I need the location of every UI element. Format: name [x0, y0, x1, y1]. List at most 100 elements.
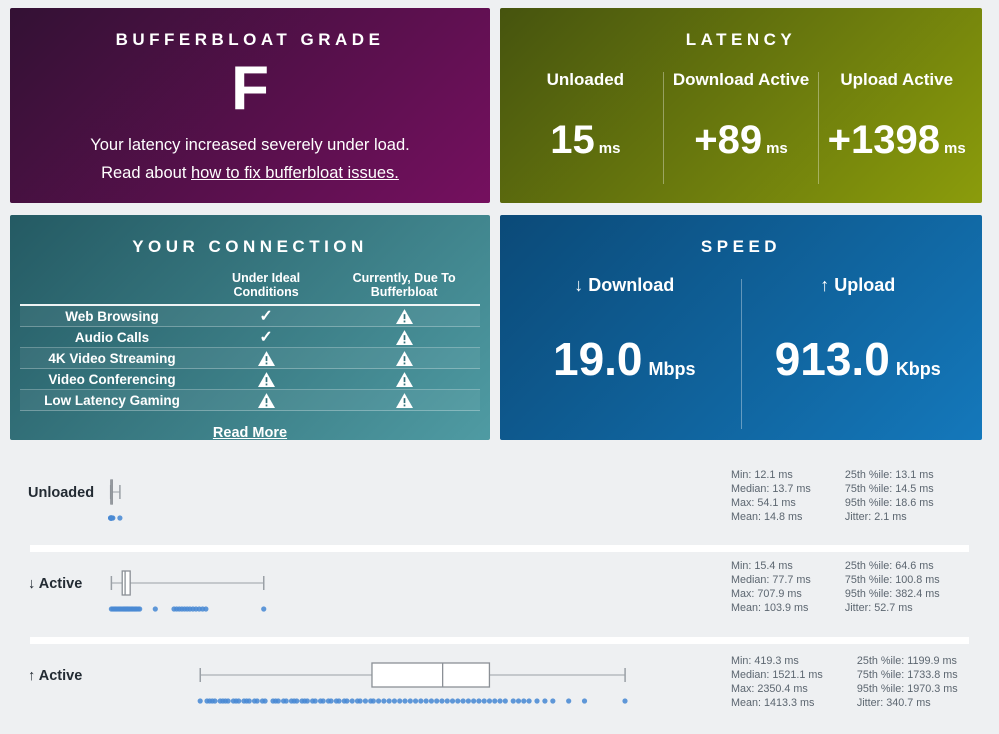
latency-download-active: Download Active +89 ms [664, 70, 819, 184]
header-spacer [20, 271, 204, 299]
boxplot-download-active [100, 563, 724, 619]
speed-download-value: 19.0 Mbps [552, 333, 696, 385]
service-label: Audio Calls [74, 329, 150, 345]
bufferbloat-grade-card: BUFFERBLOAT GRADE F Your latency increas… [10, 8, 490, 203]
row-separator [30, 637, 969, 644]
stats-block-download-active: Min: 15.4 ms Median: 77.7 ms Max: 707.9 ms… [731, 559, 940, 615]
stat-q25: 25th %ile: 64.6 ms [844, 560, 934, 572]
row-separator [30, 545, 969, 552]
connection-row: Audio Calls ✓ [20, 327, 480, 348]
distribution-row-download-active: ↓ Active Min: 15.4 ms Median: 77.7 ms Max:… [0, 552, 999, 637]
grade-letter: F [231, 54, 269, 123]
boxplot-upload-active [100, 655, 724, 711]
connection-table-header: Under Ideal Conditions Currently, Due To… [10, 271, 490, 299]
warning-icon [204, 371, 328, 387]
latency-download-value: +89 ms [694, 118, 788, 162]
stat-p95: 95th %ile: 1970.3 ms [856, 683, 958, 695]
check-icon: ✓ [259, 328, 273, 346]
warning-icon [204, 392, 328, 408]
latency-upload-unit: ms [944, 140, 966, 157]
latency-upload-value: +1398 ms [827, 118, 966, 162]
stat-q25: 25th %ile: 1199.9 ms [856, 655, 957, 667]
stat-min: Min: 15.4 ms [731, 560, 793, 572]
latency-columns: Unloaded 15 ms Download Active +89 ms Uplo… [500, 70, 982, 184]
grade-message: Your latency increased severely under lo… [90, 136, 410, 154]
stat-median: Median: 77.7 ms [731, 574, 811, 586]
stats-block-upload-active: Min: 419.3 ms Median: 1521.1 ms Max: 2350.… [731, 654, 958, 710]
service-label: Low Latency Gaming [44, 392, 180, 408]
stat-median: Median: 13.7 ms [731, 483, 811, 495]
speed-upload-value: 913.0 Kbps [774, 333, 941, 385]
distribution-label-download-active: ↓ Active [28, 576, 83, 592]
speed-divider [740, 279, 742, 429]
latency-divider [818, 72, 820, 184]
warning-icon [328, 350, 480, 366]
distribution-row-upload-active: ↑ Active Min: 419.3 ms Median: 1521.1 ms M… [0, 644, 999, 734]
connection-row: Video Conferencing [20, 369, 480, 390]
connection-row: 4K Video Streaming [20, 348, 480, 369]
grade-link-line: Read about how to fix bufferbloat issues… [10, 164, 490, 183]
warning-icon [328, 329, 480, 345]
stat-min: Min: 12.1 ms [731, 469, 793, 481]
stat-mean: Mean: 14.8 ms [731, 511, 803, 523]
connection-card: YOUR CONNECTION Under Ideal Conditions C… [10, 215, 490, 440]
stat-q75: 75th %ile: 1733.8 ms [856, 669, 958, 681]
read-more-wrap: Read More [10, 424, 490, 440]
speed-card: SPEED ↓ Download 19.0 Mbps ↑ Upload 913.0… [500, 215, 982, 440]
warning-icon [328, 392, 480, 408]
latency-unloaded: Unloaded 15 ms [508, 70, 663, 184]
stat-q25: 25th %ile: 13.1 ms [844, 469, 934, 481]
latency-upload-label: Upload Active [840, 70, 954, 89]
distribution-label-upload-active: ↑ Active [28, 668, 83, 684]
latency-card-title: LATENCY [685, 30, 797, 49]
service-label: Video Conferencing [48, 371, 176, 387]
speed-download-label: ↓ Download [574, 275, 675, 295]
stat-median: Median: 1521.1 ms [731, 669, 823, 681]
speed-upload: ↑ Upload 913.0 Kbps [742, 275, 975, 429]
warning-icon [328, 308, 480, 324]
stat-p95: 95th %ile: 18.6 ms [844, 497, 934, 509]
latency-unloaded-unit: ms [598, 140, 621, 157]
connection-table-body: Web Browsing ✓ Audio Calls ✓ 4K Video Stream… [20, 304, 480, 411]
latency-distribution-section: Unloaded Min: 12.1 ms Median: 13.7 ms Max:… [0, 440, 999, 734]
download-arrow-icon: ↓ [574, 275, 584, 295]
stat-max: Max: 707.9 ms [731, 588, 802, 600]
speed-download: ↓ Download 19.0 Mbps [508, 275, 741, 429]
latency-unloaded-label: Unloaded [546, 70, 625, 89]
header-ideal-conditions: Under Ideal Conditions [232, 271, 301, 299]
latency-unloaded-value: 15 ms [550, 118, 621, 162]
warning-icon [328, 371, 480, 387]
distribution-row-unloaded: Unloaded Min: 12.1 ms Median: 13.7 ms Max:… [0, 448, 999, 545]
stat-p95: 95th %ile: 382.4 ms [844, 588, 940, 600]
results-card-grid: BUFFERBLOAT GRADE F Your latency increas… [10, 8, 982, 440]
stat-q75: 75th %ile: 100.8 ms [844, 574, 940, 586]
grade-card-title: BUFFERBLOAT GRADE [115, 30, 385, 49]
read-more-link[interactable]: Read More [212, 425, 288, 440]
speed-upload-unit: Kbps [895, 359, 941, 379]
stat-max: Max: 2350.4 ms [731, 683, 808, 695]
upload-arrow-icon: ↑ [820, 275, 830, 295]
grade-link-prefix: Read about [101, 164, 191, 182]
stat-q75: 75th %ile: 14.5 ms [844, 483, 934, 495]
fix-bufferbloat-link[interactable]: how to fix bufferbloat issues. [191, 164, 399, 182]
latency-upload-active: Upload Active +1398 ms [819, 70, 974, 184]
latency-divider [662, 72, 664, 184]
check-icon: ✓ [259, 307, 273, 325]
latency-card: LATENCY Unloaded 15 ms Download Active +8… [500, 8, 982, 203]
latency-download-label: Download Active [672, 70, 810, 89]
service-label: Web Browsing [65, 308, 159, 324]
stat-jitter: Jitter: 2.1 ms [844, 511, 907, 523]
stat-jitter: Jitter: 340.7 ms [856, 697, 931, 709]
speed-download-unit: Mbps [648, 359, 696, 379]
stat-mean: Mean: 103.9 ms [731, 602, 809, 614]
connection-row: Low Latency Gaming [20, 390, 480, 411]
latency-download-unit: ms [766, 140, 788, 157]
boxplot-unloaded [100, 472, 724, 528]
connection-row: Web Browsing ✓ [20, 306, 480, 327]
warning-icon [204, 350, 328, 366]
speed-upload-label: ↑ Upload [820, 275, 896, 295]
stats-block-unloaded: Min: 12.1 ms Median: 13.7 ms Max: 54.1 ms M… [731, 468, 934, 524]
speed-columns: ↓ Download 19.0 Mbps ↑ Upload 913.0 Kbps [500, 275, 982, 429]
stat-mean: Mean: 1413.3 ms [731, 697, 815, 709]
header-currently-bufferbloat: Currently, Due To Bufferbloat [352, 271, 456, 299]
